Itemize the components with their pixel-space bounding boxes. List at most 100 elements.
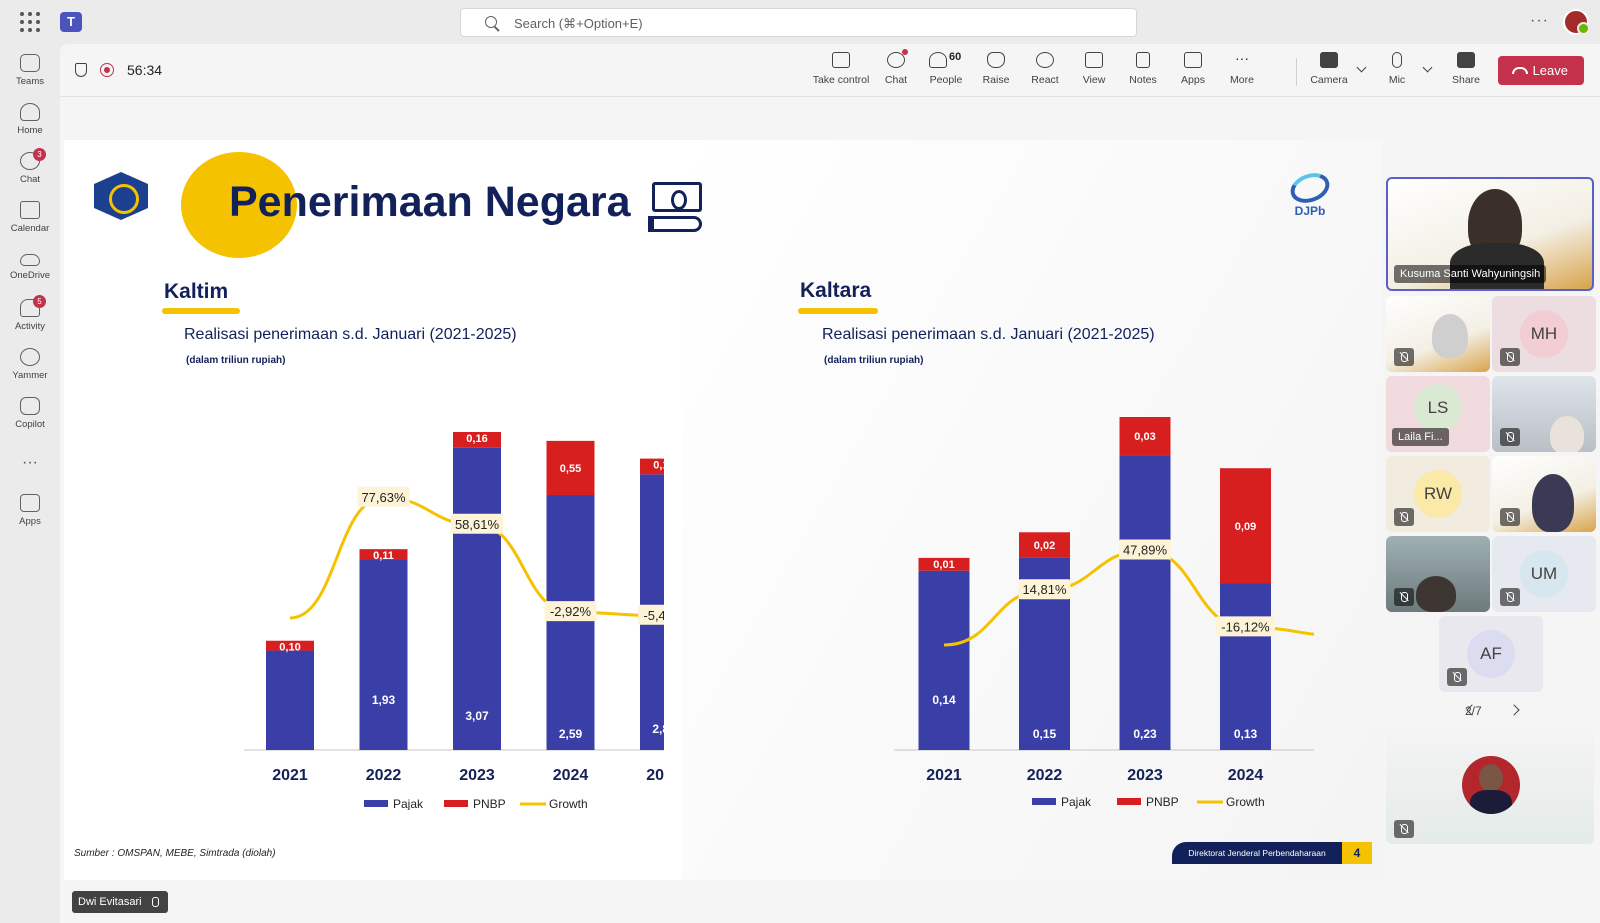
take-control-button[interactable]: Take control xyxy=(812,50,870,92)
button-label: Take control xyxy=(812,74,870,86)
bar-pnbp-2022 xyxy=(1019,532,1070,558)
add-apps-icon xyxy=(20,494,40,512)
profile-avatar[interactable] xyxy=(1563,9,1590,35)
bar-pajak-2022 xyxy=(359,559,408,750)
button-label: React xyxy=(1031,74,1059,86)
more-apps-icon[interactable]: ··· xyxy=(22,454,38,471)
category-label-2024: 2024 xyxy=(553,767,589,784)
people-button[interactable]: 60 People xyxy=(925,50,967,92)
rail-item-teams[interactable]: Teams xyxy=(0,50,60,98)
mic-button[interactable]: Mic xyxy=(1382,50,1412,92)
rail-label: Calendar xyxy=(10,223,50,234)
label-pajak-2023: 0,23 xyxy=(1133,727,1157,741)
label-pajak-2023: 3,07 xyxy=(465,709,489,723)
featured-participant-tile[interactable]: Kusuma Santi Wahyuningsih xyxy=(1386,177,1594,291)
label-pajak-2024: 2,59 xyxy=(559,727,583,741)
rail-item-calendar[interactable]: Calendar xyxy=(0,197,60,245)
rail-item-activity[interactable]: 5 Activity xyxy=(0,295,60,343)
title-bar: T Search (⌘+Option+E) ··· xyxy=(0,0,1600,44)
label-pnbp-2021: 0,10 xyxy=(279,642,300,654)
camera-options-chevron-icon[interactable] xyxy=(1356,62,1367,73)
legend-label-pajak: Pajak xyxy=(1061,795,1092,809)
search-input[interactable]: Search (⌘+Option+E) xyxy=(460,8,1137,37)
bar-pajak-2021 xyxy=(266,650,314,750)
slide-footer-org: Direktorat Jenderal Perbendaharaan xyxy=(1172,842,1342,864)
self-name-tag: Dwi Evitasari xyxy=(72,891,168,913)
shared-slide: Penerimaan Negara DJPb Kaltim Realisasi … xyxy=(64,140,1382,880)
participant-tile-rw[interactable]: RW xyxy=(1386,456,1490,532)
button-label: Raise xyxy=(982,74,1010,86)
participant-tile-um[interactable]: UM xyxy=(1492,536,1596,612)
participant-video xyxy=(1550,416,1584,452)
region-underline xyxy=(162,308,240,314)
participant-video xyxy=(1416,576,1456,612)
more-button[interactable]: ··· More xyxy=(1224,50,1260,92)
notes-icon xyxy=(1136,52,1150,68)
growth-label-bg-2022 xyxy=(357,486,410,507)
bell-icon xyxy=(20,299,40,317)
rail-item-chat[interactable]: 3 Chat xyxy=(0,148,60,196)
growth-label-bg-2022 xyxy=(1018,579,1071,600)
camera-button[interactable]: Camera xyxy=(1308,50,1350,92)
legend-label-pnbp: PNBP xyxy=(473,797,506,810)
label-pnbp-2022: 0,11 xyxy=(373,550,394,562)
mic-off-icon xyxy=(1392,52,1402,68)
self-view-tile[interactable] xyxy=(1386,728,1594,844)
participant-tile-mh[interactable]: MH xyxy=(1492,296,1596,372)
chat-button[interactable]: Chat xyxy=(878,49,914,92)
participant-tile[interactable] xyxy=(1492,456,1596,532)
rail-label: Apps xyxy=(19,516,41,527)
notes-button[interactable]: Notes xyxy=(1125,50,1161,92)
raise-hand-button[interactable]: Raise xyxy=(978,50,1014,92)
djpb-logo: DJPb xyxy=(1282,168,1338,218)
rail-item-apps[interactable]: Apps xyxy=(0,490,60,538)
legend-label-growth: Growth xyxy=(549,797,588,810)
rail-item-home[interactable]: Home xyxy=(0,99,60,147)
participant-name: Laila Fi... xyxy=(1392,428,1449,446)
button-label: Camera xyxy=(1310,74,1348,86)
bar-pnbp-2023 xyxy=(1119,417,1171,456)
hand-receive-icon xyxy=(648,216,702,232)
bar-pnbp-2024 xyxy=(546,440,595,496)
participant-tile-af[interactable]: AF xyxy=(1439,616,1543,692)
label-pnbp-2025: 0,16 xyxy=(653,460,664,472)
participant-initials: MH xyxy=(1520,310,1568,358)
rail-label: Yammer xyxy=(12,370,48,381)
chat-icon xyxy=(20,152,40,170)
rail-item-onedrive[interactable]: OneDrive xyxy=(0,246,60,294)
category-label-2021: 2021 xyxy=(272,767,308,784)
bar-pajak-2023 xyxy=(453,447,501,750)
slide-title: Penerimaan Negara xyxy=(229,178,631,226)
self-avatar-face xyxy=(1479,764,1503,792)
react-button[interactable]: React xyxy=(1027,50,1063,92)
leave-button[interactable]: Leave xyxy=(1498,56,1584,85)
self-avatar-body xyxy=(1470,790,1512,814)
bar-pnbp-2025 xyxy=(640,458,664,475)
share-button[interactable]: Share xyxy=(1448,50,1484,92)
mic-options-chevron-icon[interactable] xyxy=(1422,62,1433,73)
button-label: More xyxy=(1230,74,1254,86)
growth-label-2022: 77,63% xyxy=(361,490,406,505)
label-pnbp-2024: 0,09 xyxy=(1235,521,1256,533)
share-icon xyxy=(1457,52,1475,68)
participant-tile[interactable] xyxy=(1386,536,1490,612)
home-icon xyxy=(20,103,40,121)
participant-tile[interactable] xyxy=(1492,376,1596,452)
teams-icon xyxy=(20,54,40,72)
rail-label: Activity xyxy=(14,321,46,332)
participant-tile-ls[interactable]: LS Laila Fi... xyxy=(1386,376,1490,452)
app-launcher-icon[interactable] xyxy=(20,12,40,32)
participant-tile[interactable] xyxy=(1386,296,1490,372)
more-options-icon[interactable]: ··· xyxy=(1530,12,1549,29)
rail-item-copilot[interactable]: Copilot xyxy=(0,393,60,441)
chart-kaltara: 0,14 0,01 2021 0,15 0,02 2022 0,23 0,03 2023 0,13… xyxy=(894,417,1314,809)
category-label-2023: 2023 xyxy=(459,767,495,784)
label-pajak-2025: 2,80 xyxy=(652,722,664,736)
view-button[interactable]: View xyxy=(1076,50,1112,92)
participant-pager: 2/7 xyxy=(1465,704,1482,718)
meeting-timer: 56:34 xyxy=(127,62,163,78)
participant-video xyxy=(1432,314,1468,358)
apps-button[interactable]: Apps xyxy=(1175,50,1211,92)
category-label-2023: 2023 xyxy=(1127,767,1163,784)
rail-item-yammer[interactable]: Yammer xyxy=(0,344,60,392)
